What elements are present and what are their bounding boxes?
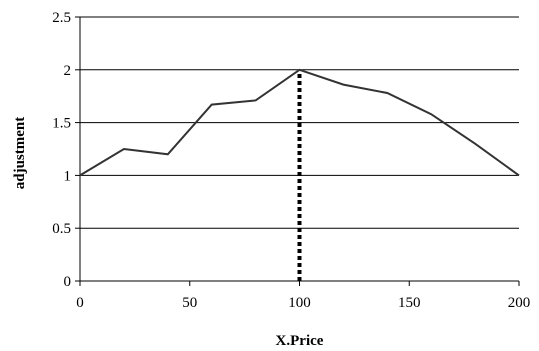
series: [79, 68, 520, 177]
y-tick-label-5: 2.5: [52, 10, 71, 26]
y-axis-title: adjustment: [12, 117, 28, 190]
x-tick-label-1: 50: [182, 295, 197, 311]
x-tick-label-3: 150: [398, 295, 421, 311]
gridlines: [80, 16, 519, 229]
y-tick-label-1: 0.5: [52, 221, 71, 237]
y-tick-label-4: 2: [64, 63, 72, 79]
y-tick-label-2: 1: [64, 168, 72, 184]
y-tick-label-0: 0: [64, 274, 72, 290]
y-tick-label-3: 1.5: [52, 116, 71, 132]
x-tick-label-0: 0: [76, 295, 84, 311]
tick-labels: 0 0.5 1 1.5 2 2.5 0 50 100 150 200: [52, 10, 530, 311]
x-axis-title: X.Price: [276, 333, 324, 349]
x-tick-label-2: 100: [288, 295, 311, 311]
x-tick-label-4: 200: [508, 295, 531, 311]
